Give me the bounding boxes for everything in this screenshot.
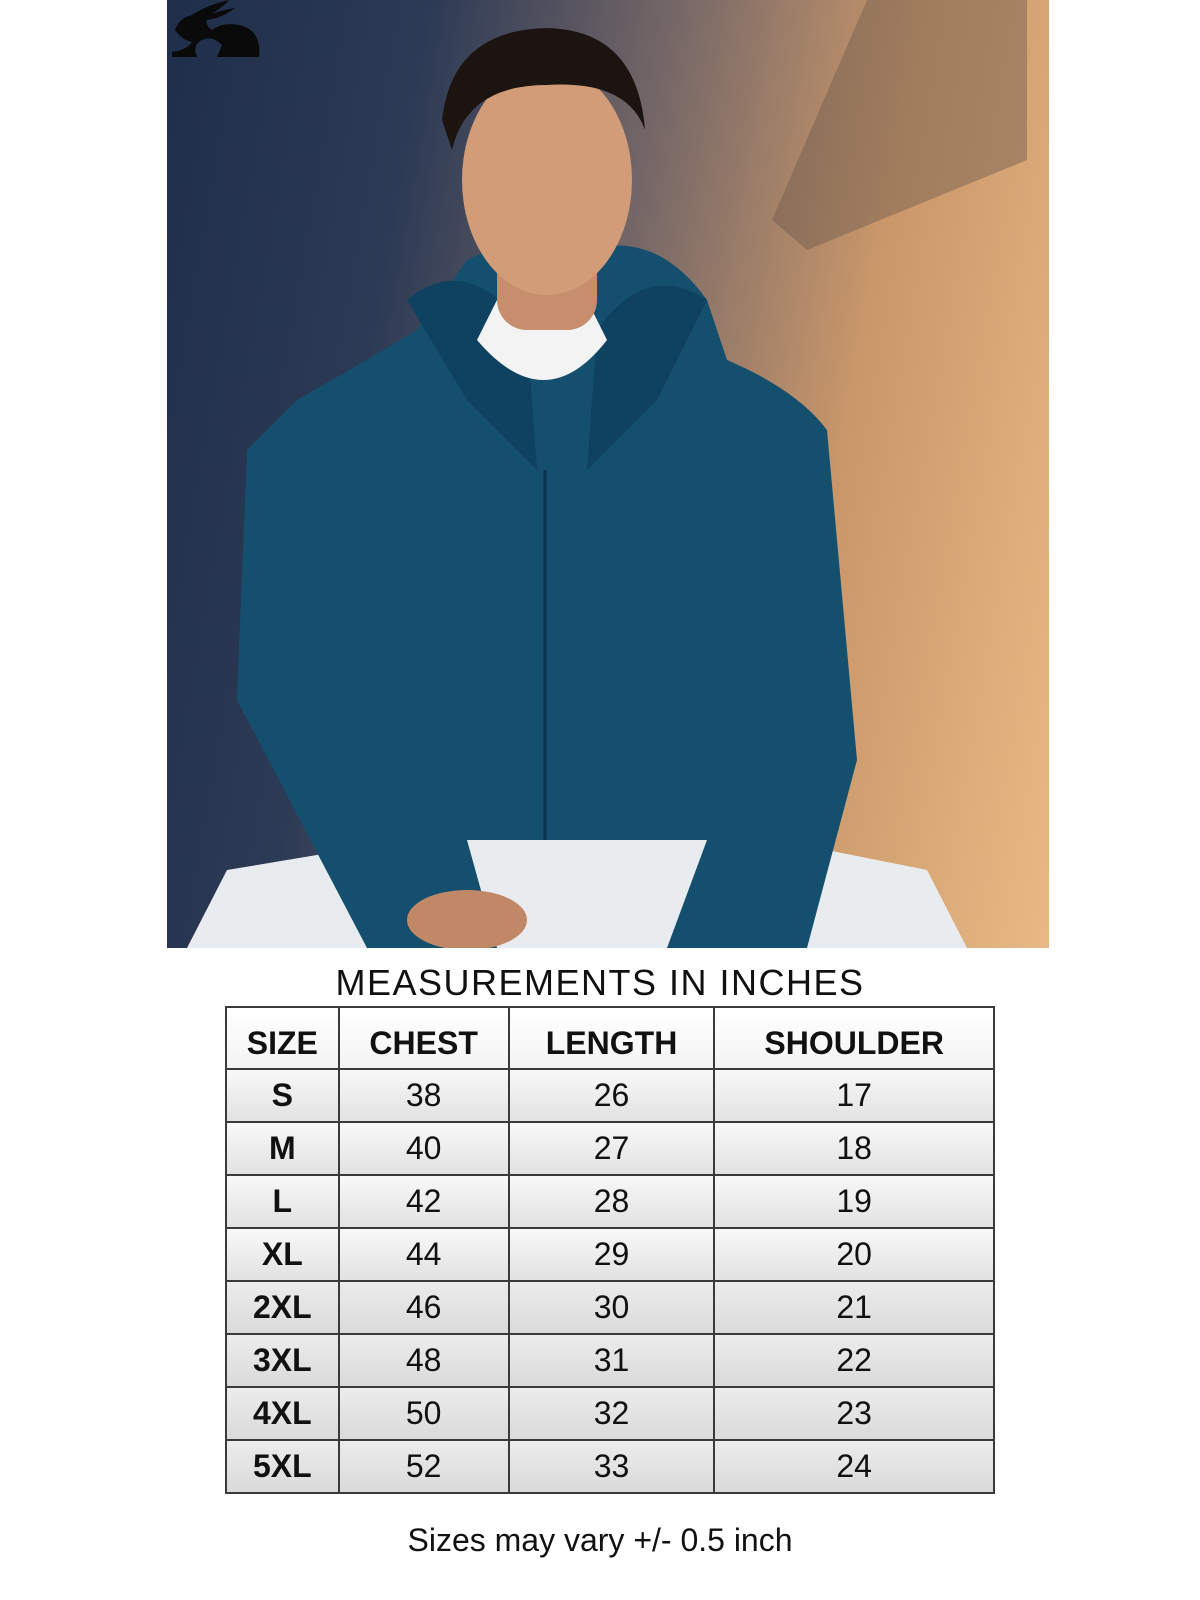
table-row: 5XL 52 33 24 bbox=[225, 1439, 995, 1494]
cell-size: 5XL bbox=[225, 1439, 340, 1494]
size-variance-note: Sizes may vary +/- 0.5 inch bbox=[407, 1522, 793, 1558]
table-row: 2XL 46 30 21 bbox=[225, 1280, 995, 1335]
rabbit-logo-icon bbox=[172, 0, 260, 57]
cell-shoulder: 23 bbox=[713, 1386, 995, 1441]
cell-size: M bbox=[225, 1121, 340, 1176]
cell-size: 2XL bbox=[225, 1280, 340, 1335]
cell-chest: 42 bbox=[337, 1174, 510, 1229]
cell-chest: 52 bbox=[337, 1439, 510, 1494]
cell-size: S bbox=[225, 1068, 340, 1123]
table-row: 4XL 50 32 23 bbox=[225, 1386, 995, 1441]
cell-length: 30 bbox=[507, 1280, 716, 1335]
cell-shoulder: 19 bbox=[713, 1174, 995, 1229]
table-row: 3XL 48 31 22 bbox=[225, 1333, 995, 1388]
header-shoulder: SHOULDER bbox=[713, 1006, 995, 1070]
cell-length: 26 bbox=[507, 1068, 716, 1123]
product-photo bbox=[167, 0, 1049, 948]
cell-length: 27 bbox=[507, 1121, 716, 1176]
cell-size: 4XL bbox=[225, 1386, 340, 1441]
cell-length: 32 bbox=[507, 1386, 716, 1441]
cell-shoulder: 20 bbox=[713, 1227, 995, 1282]
cell-length: 29 bbox=[507, 1227, 716, 1282]
cell-shoulder: 24 bbox=[713, 1439, 995, 1494]
cell-chest: 50 bbox=[337, 1386, 510, 1441]
table-row: XL 44 29 20 bbox=[225, 1227, 995, 1282]
header-chest: CHEST bbox=[337, 1006, 510, 1070]
cell-size: XL bbox=[225, 1227, 340, 1282]
cell-length: 33 bbox=[507, 1439, 716, 1494]
cell-chest: 48 bbox=[337, 1333, 510, 1388]
cell-chest: 46 bbox=[337, 1280, 510, 1335]
table-row: L 42 28 19 bbox=[225, 1174, 995, 1229]
cell-shoulder: 17 bbox=[713, 1068, 995, 1123]
table-row: M 40 27 18 bbox=[225, 1121, 995, 1176]
cell-shoulder: 18 bbox=[713, 1121, 995, 1176]
cell-chest: 40 bbox=[337, 1121, 510, 1176]
header-size: SIZE bbox=[225, 1006, 340, 1070]
cell-shoulder: 21 bbox=[713, 1280, 995, 1335]
header-length: LENGTH bbox=[507, 1006, 716, 1070]
table-row: S 38 26 17 bbox=[225, 1068, 995, 1123]
size-chart-table: SIZE CHEST LENGTH SHOULDER S 38 26 17 M 40 27 1… bbox=[225, 1006, 995, 1494]
cell-length: 31 bbox=[507, 1333, 716, 1388]
cell-shoulder: 22 bbox=[713, 1333, 995, 1388]
table-header-row: SIZE CHEST LENGTH SHOULDER bbox=[225, 1006, 995, 1070]
cell-size: 3XL bbox=[225, 1333, 340, 1388]
cell-length: 28 bbox=[507, 1174, 716, 1229]
cell-size: L bbox=[225, 1174, 340, 1229]
measurements-title: MEASUREMENTS IN INCHES bbox=[335, 962, 865, 1003]
cell-chest: 38 bbox=[337, 1068, 510, 1123]
model-illustration bbox=[187, 0, 1027, 948]
cell-chest: 44 bbox=[337, 1227, 510, 1282]
